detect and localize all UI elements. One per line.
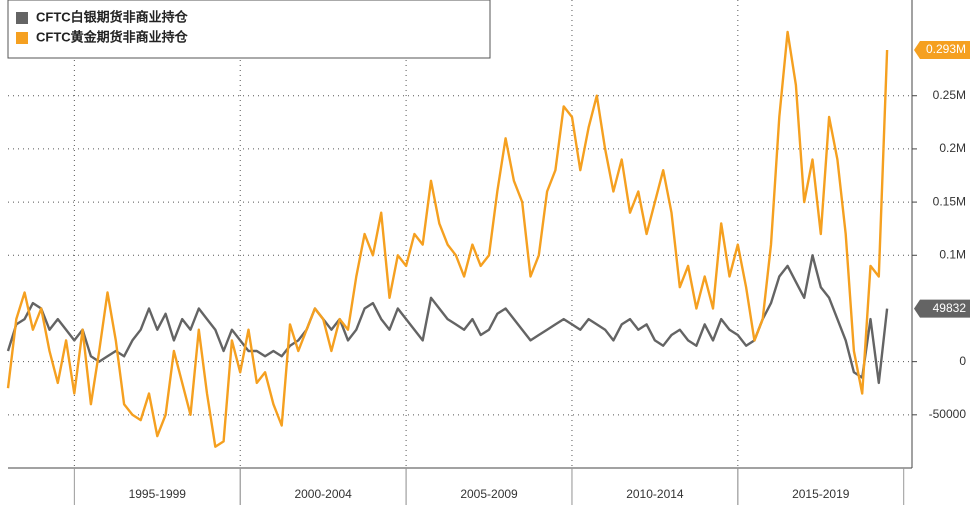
x-band-label: 2005-2009 [460, 487, 518, 501]
legend: CFTC白银期货非商业持仓 CFTC黄金期货非商业持仓 [7, 0, 491, 59]
end-label-text: 49832 [933, 301, 967, 315]
x-band-label: 2000-2004 [294, 487, 352, 501]
end-label: 49832 [914, 299, 970, 318]
y-tick-label: 0.1M [939, 247, 966, 261]
end-label-box [914, 40, 970, 59]
legend-label: CFTC黄金期货非商业持仓 [36, 29, 189, 44]
y-tick-label: 0.2M [939, 141, 966, 155]
x-band-label: 2015-2019 [792, 487, 850, 501]
series-line [6, 254, 889, 385]
y-tick-label: 0.15M [933, 194, 966, 208]
y-tick-label: -50000 [929, 407, 967, 421]
legend-swatch [16, 32, 28, 44]
series-line [6, 30, 889, 448]
y-tick-label: 0.25M [933, 88, 966, 102]
end-label: 0.293M [914, 40, 970, 59]
legend-swatch [16, 12, 28, 24]
x-band-label: 2010-2014 [626, 487, 684, 501]
end-label-text: 0.293M [926, 42, 966, 56]
legend-box [7, 0, 491, 59]
end-label-box [914, 299, 970, 318]
legend-label: CFTC白银期货非商业持仓 [36, 9, 189, 24]
x-band-label: 1995-1999 [129, 487, 187, 501]
y-tick-label: 0 [959, 354, 966, 368]
